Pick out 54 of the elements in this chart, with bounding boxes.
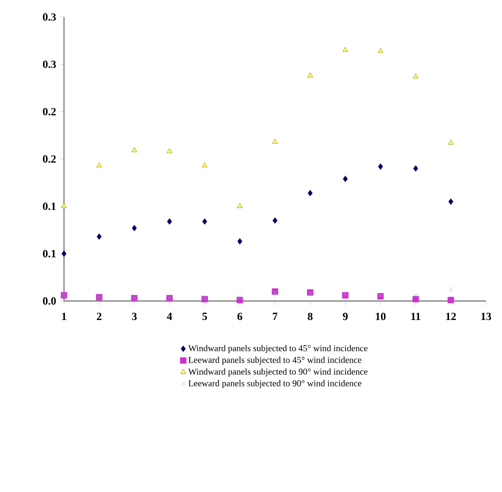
point bbox=[308, 190, 313, 196]
point bbox=[413, 293, 418, 298]
y-tick-label: 0.1 bbox=[42, 202, 56, 210]
point bbox=[342, 46, 348, 52]
point bbox=[132, 224, 137, 232]
point bbox=[62, 250, 66, 257]
point bbox=[342, 176, 348, 182]
point bbox=[448, 140, 454, 145]
legend-label: Leeward panels subjected to 90° wind incidence bbox=[188, 380, 362, 388]
point bbox=[448, 198, 454, 205]
point bbox=[96, 162, 102, 168]
legend-label: Windward panels subjected to 90° wind incidence bbox=[188, 368, 368, 376]
point bbox=[413, 165, 418, 172]
point bbox=[96, 233, 102, 240]
y-tick-label: 0.1 bbox=[42, 250, 56, 258]
x-tick-label: 8 bbox=[308, 312, 313, 320]
x-tick-label: 9 bbox=[342, 312, 348, 320]
point bbox=[412, 296, 419, 302]
point bbox=[236, 296, 244, 304]
x-tick-label: 12 bbox=[446, 312, 456, 320]
point bbox=[378, 48, 384, 53]
point bbox=[448, 287, 454, 292]
x-tick-label: 6 bbox=[237, 312, 242, 320]
point bbox=[61, 203, 67, 208]
x-tick-label: 3 bbox=[132, 312, 137, 320]
point bbox=[412, 73, 418, 78]
y-tick-label: 0.3 bbox=[42, 60, 56, 68]
x-tick-label: 11 bbox=[411, 312, 420, 320]
x-tick-label: 1 bbox=[62, 312, 66, 320]
y-tick-label: 0.2 bbox=[42, 108, 56, 116]
x-tick-label: 13 bbox=[481, 312, 492, 320]
point bbox=[272, 138, 278, 144]
y-tick-label: 0.3 bbox=[42, 13, 56, 21]
point bbox=[166, 148, 172, 154]
point bbox=[238, 294, 242, 300]
point bbox=[132, 147, 138, 152]
point bbox=[202, 218, 208, 225]
point bbox=[237, 203, 243, 208]
point bbox=[167, 218, 172, 225]
legend-label: Leeward panels subjected to 45° wind incidence bbox=[188, 356, 362, 365]
point bbox=[202, 162, 208, 168]
x-tick-label: 4 bbox=[166, 312, 172, 320]
point bbox=[272, 217, 278, 224]
x-tick-label: 5 bbox=[202, 312, 208, 320]
x-tick-label: 7 bbox=[272, 312, 278, 320]
y-tick-label: 0.0 bbox=[42, 297, 56, 305]
point bbox=[307, 72, 313, 78]
x-tick-label: 10 bbox=[376, 312, 386, 320]
point bbox=[448, 296, 454, 304]
x-tick-label: 2 bbox=[96, 312, 102, 320]
point bbox=[237, 238, 242, 245]
y-tick-label: 0.2 bbox=[42, 155, 56, 163]
point bbox=[378, 163, 383, 170]
legend-label: Windward panels subjected to 45° wind incidence bbox=[188, 344, 368, 354]
